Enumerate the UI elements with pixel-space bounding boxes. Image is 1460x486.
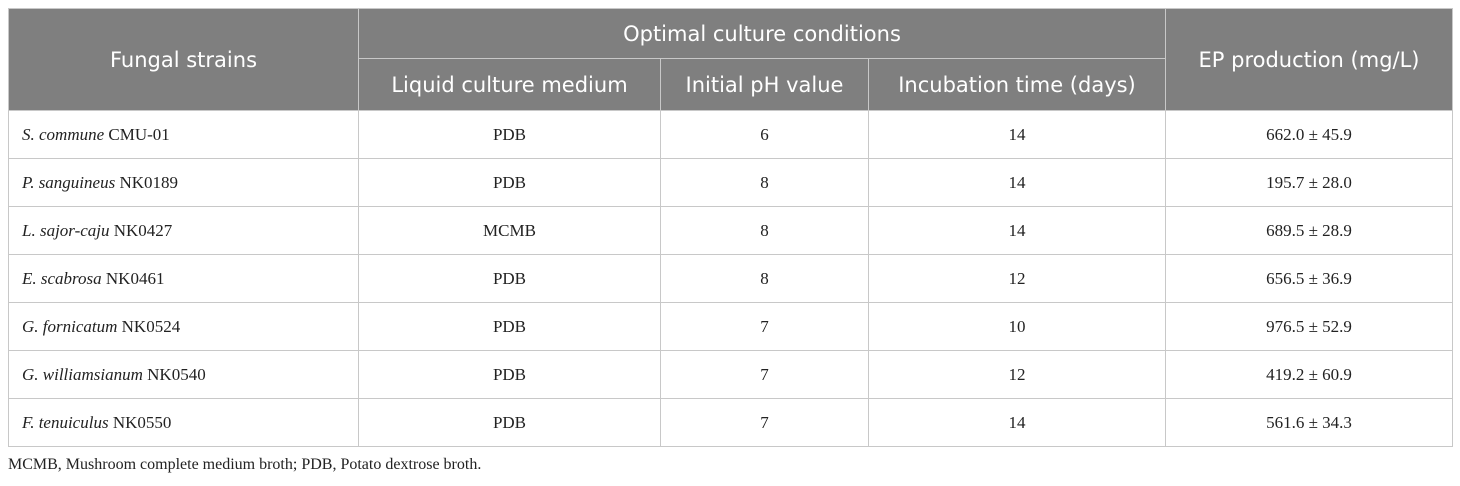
- ph-value: 8: [760, 220, 769, 240]
- footnote: MCMB, Mushroom complete medium broth; PD…: [8, 456, 482, 473]
- medium-value: PDB: [492, 364, 527, 384]
- strain-cell: G. williamsianum NK0540: [8, 350, 359, 399]
- time-cell: 14: [868, 206, 1166, 255]
- species-name: E. scabrosa: [22, 268, 102, 288]
- medium-cell: PDB: [358, 398, 661, 447]
- time-value: 14: [1008, 172, 1026, 192]
- time-value: 14: [1008, 412, 1026, 432]
- ph-value: 8: [760, 172, 769, 192]
- time-cell: 12: [868, 350, 1166, 399]
- ph-value: 7: [760, 412, 769, 432]
- ph-cell: 8: [660, 206, 869, 255]
- strain-code: NK0461: [105, 268, 165, 288]
- time-cell: 14: [868, 158, 1166, 207]
- strain-cell: F. tenuiculus NK0550: [8, 398, 359, 447]
- medium-cell: PDB: [358, 254, 661, 303]
- species-name: F. tenuiculus: [22, 412, 109, 432]
- species-name: P. sanguineus: [22, 172, 116, 192]
- production-cell: 561.6 ± 34.3: [1165, 398, 1453, 447]
- strain-code: NK0550: [112, 412, 172, 432]
- time-value: 12: [1008, 364, 1026, 384]
- ph-cell: 6: [660, 110, 869, 159]
- time-value: 14: [1008, 124, 1026, 144]
- table-row: P. sanguineus NK0189 PDB 8 14 195.7 ± 28.0: [8, 158, 1453, 207]
- strain-cell: E. scabrosa NK0461: [8, 254, 359, 303]
- time-value: 14: [1008, 220, 1026, 240]
- ph-cell: 7: [660, 302, 869, 351]
- production-cell: 195.7 ± 28.0: [1165, 158, 1453, 207]
- strain-cell: S. commune CMU-01: [8, 110, 359, 159]
- production-value: 656.5 ± 36.9: [1266, 268, 1352, 288]
- header-row: Liquid culture medium Initial pH value I…: [9, 58, 1453, 111]
- header-cell: Initial pH value: [660, 58, 869, 111]
- species-name: L. sajor-caju: [22, 220, 110, 240]
- table-body: S. commune CMU-01 PDB 6 14 662.0 ± 45.9 P. sa…: [8, 110, 1453, 447]
- strain-code: NK0427: [113, 220, 173, 240]
- time-cell: 10: [868, 302, 1166, 351]
- table-header: Fungal strains Optimal culture condition…: [8, 8, 1453, 111]
- time-cell: 14: [868, 110, 1166, 159]
- header-cell: Incubation time (days): [868, 58, 1166, 111]
- medium-value: MCMB: [483, 220, 536, 240]
- ph-value: 7: [760, 364, 769, 384]
- strain-cell: P. sanguineus NK0189: [8, 158, 359, 207]
- header-cell: Liquid culture medium: [358, 58, 661, 111]
- header-cell: EP production (mg/L): [1165, 8, 1453, 111]
- production-cell: 419.2 ± 60.9: [1165, 350, 1453, 399]
- species-name: G. fornicatum: [22, 316, 118, 336]
- medium-value: PDB: [492, 268, 527, 288]
- table-row: F. tenuiculus NK0550 PDB 7 14 561.6 ± 34.3: [8, 398, 1453, 447]
- ph-cell: 7: [660, 350, 869, 399]
- species-name: G. williamsianum: [22, 364, 143, 384]
- ph-value: 6: [760, 124, 769, 144]
- production-cell: 689.5 ± 28.9: [1165, 206, 1453, 255]
- time-value: 10: [1008, 316, 1026, 336]
- table-row: L. sajor-caju NK0427 MCMB 8 14 689.5 ± 28.9: [8, 206, 1453, 255]
- time-value: 12: [1008, 268, 1026, 288]
- header-cell: Fungal strains: [8, 8, 359, 111]
- strain-code: CMU-01: [108, 124, 170, 144]
- strain-code: NK0540: [147, 364, 206, 384]
- time-cell: 12: [868, 254, 1166, 303]
- strain-code: NK0524: [121, 316, 181, 336]
- header-cell: Optimal culture conditions: [358, 8, 1166, 59]
- medium-cell: PDB: [358, 110, 661, 159]
- production-value: 689.5 ± 28.9: [1266, 220, 1352, 240]
- medium-cell: PDB: [358, 350, 661, 399]
- species-name: S. commune: [22, 124, 105, 144]
- production-value: 561.6 ± 34.3: [1266, 412, 1352, 432]
- ph-cell: 8: [660, 158, 869, 207]
- table-row: G. fornicatum NK0524 PDB 7 10 976.5 ± 52.9: [8, 302, 1453, 351]
- production-value: 195.7 ± 28.0: [1266, 172, 1352, 192]
- strain-cell: L. sajor-caju NK0427: [8, 206, 359, 255]
- ph-cell: 7: [660, 398, 869, 447]
- header-row: Fungal strains Optimal culture condition…: [8, 8, 1453, 111]
- medium-cell: PDB: [358, 302, 661, 351]
- time-cell: 14: [868, 398, 1166, 447]
- ph-cell: 8: [660, 254, 869, 303]
- ph-value: 7: [760, 316, 769, 336]
- medium-value: PDB: [492, 124, 527, 144]
- production-cell: 976.5 ± 52.9: [1165, 302, 1453, 351]
- production-cell: 662.0 ± 45.9: [1165, 110, 1453, 159]
- production-value: 419.2 ± 60.9: [1266, 364, 1352, 384]
- production-cell: 656.5 ± 36.9: [1165, 254, 1453, 303]
- medium-cell: PDB: [358, 158, 661, 207]
- strain-code: NK0189: [119, 172, 179, 192]
- results-table: Fungal strains Optimal culture condition…: [8, 8, 1453, 447]
- production-value: 662.0 ± 45.9: [1266, 124, 1352, 144]
- table-row: E. scabrosa NK0461 PDB 8 12 656.5 ± 36.9: [8, 254, 1453, 303]
- medium-value: PDB: [492, 172, 527, 192]
- table-row: G. williamsianum NK0540 PDB 7 12 419.2 ± 60.…: [8, 350, 1453, 399]
- medium-value: PDB: [492, 412, 527, 432]
- medium-cell: MCMB: [358, 206, 661, 255]
- production-value: 976.5 ± 52.9: [1266, 316, 1352, 336]
- medium-value: PDB: [492, 316, 527, 336]
- table-row: S. commune CMU-01 PDB 6 14 662.0 ± 45.9: [8, 110, 1453, 159]
- ph-value: 8: [760, 268, 769, 288]
- strain-cell: G. fornicatum NK0524: [8, 302, 359, 351]
